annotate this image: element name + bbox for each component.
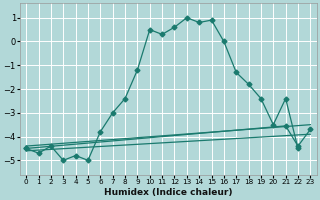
- X-axis label: Humidex (Indice chaleur): Humidex (Indice chaleur): [104, 188, 233, 197]
